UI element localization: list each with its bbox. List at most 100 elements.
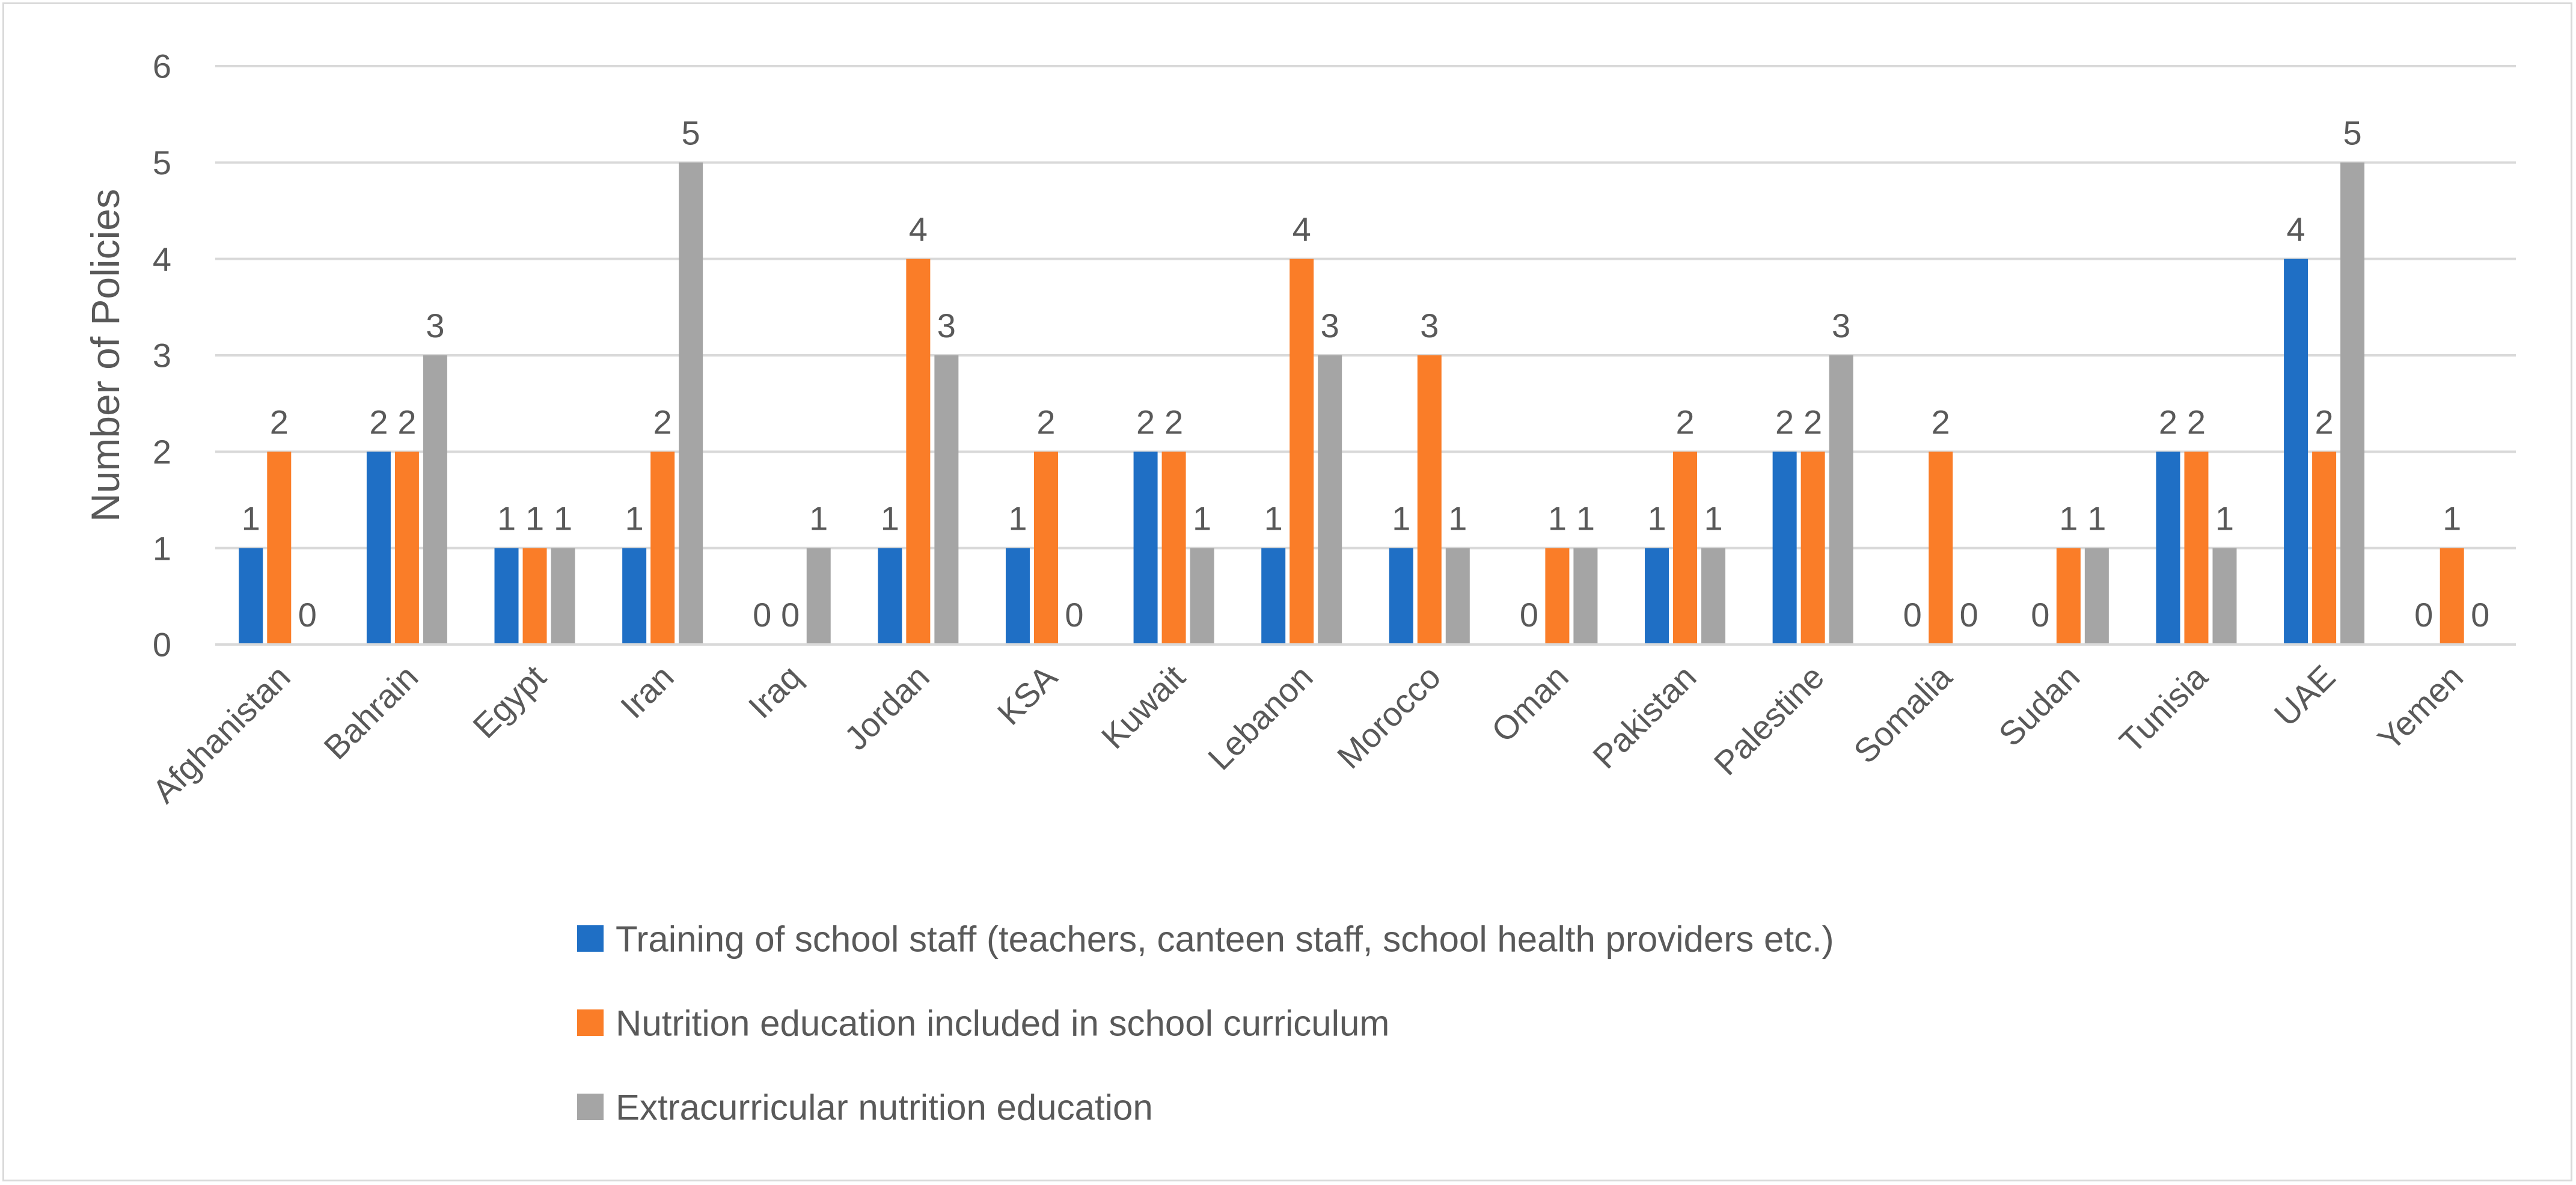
bar-egypt-series-2: [522, 548, 547, 645]
bar-pakistan-series-2: [1673, 452, 1698, 645]
data-label: 2: [369, 403, 388, 441]
data-label: 0: [781, 596, 800, 634]
data-label: 3: [1321, 307, 1339, 344]
bar-tunisia-series-3: [2212, 548, 2237, 645]
data-label: 2: [1675, 403, 1694, 441]
bar-pakistan-series-3: [1701, 548, 1726, 645]
bar-lebanon-series-1: [1261, 548, 1286, 645]
bar-uae-series-3: [2340, 162, 2365, 645]
data-label: 1: [1704, 500, 1722, 537]
data-label: 2: [1136, 403, 1155, 441]
bar-jordan-series-2: [906, 259, 931, 645]
data-label: 4: [909, 210, 928, 248]
category-label: Sudan: [1991, 658, 2087, 753]
bar-uae-series-2: [2312, 452, 2337, 645]
data-label: 1: [525, 500, 544, 537]
data-label: 1: [554, 500, 572, 537]
bar-morocco-series-2: [1417, 355, 1442, 645]
data-label: 1: [625, 500, 644, 537]
bar-bahrain-series-2: [394, 452, 419, 645]
data-label: 2: [2315, 403, 2334, 441]
bar-oman-series-3: [1573, 548, 1598, 645]
gridlines: [215, 65, 2516, 550]
data-label: 0: [2031, 596, 2049, 634]
data-label: 1: [497, 500, 516, 537]
category-label: Morocco: [1330, 658, 1448, 776]
bar-ksa-series-1: [1005, 548, 1030, 645]
category-label: Tunisia: [2112, 657, 2215, 760]
data-label: 1: [2215, 500, 2234, 537]
category-label: UAE: [2267, 658, 2343, 733]
data-label: 2: [1036, 403, 1055, 441]
data-label: 1: [1392, 500, 1410, 537]
data-label: 0: [2414, 596, 2433, 634]
bar-jordan-series-1: [878, 548, 902, 645]
data-label: 0: [753, 596, 771, 634]
bar-palestine-series-1: [1772, 452, 1797, 645]
bar-bahrain-series-3: [423, 355, 447, 645]
data-label: 1: [1264, 500, 1283, 537]
bar-kuwait-series-2: [1161, 452, 1186, 645]
data-label: 1: [2087, 500, 2106, 537]
data-label: 3: [937, 307, 956, 344]
data-label: 1: [1448, 500, 1467, 537]
legend-label-1: Training of school staff (teachers, cant…: [616, 919, 1834, 959]
category-label: Iran: [613, 658, 681, 726]
data-label: 0: [1065, 596, 1083, 634]
data-label: 0: [298, 596, 317, 634]
data-label: 1: [1193, 500, 1211, 537]
category-label: Iraq: [741, 658, 809, 726]
data-label: 2: [1804, 403, 1822, 441]
bar-pakistan-series-1: [1645, 548, 1669, 645]
legend-swatch-3: [577, 1094, 604, 1120]
data-label: 0: [1960, 596, 1978, 634]
category-label: Palestine: [1707, 658, 1831, 782]
category-label: Lebanon: [1201, 658, 1320, 777]
data-label: 0: [1520, 596, 1538, 634]
data-label: 2: [1164, 403, 1183, 441]
bar-bahrain-series-1: [366, 452, 391, 645]
bar-kuwait-series-1: [1133, 452, 1158, 645]
y-tick-label: 0: [153, 626, 171, 664]
legend-label-3: Extracurricular nutrition education: [616, 1087, 1153, 1127]
bars: [239, 162, 2464, 645]
bar-iran-series-2: [650, 452, 675, 645]
data-label: 2: [2159, 403, 2177, 441]
bar-tunisia-series-2: [2184, 452, 2209, 645]
data-label: 3: [1832, 307, 1850, 344]
category-label: Kuwait: [1094, 658, 1193, 756]
bar-lebanon-series-2: [1290, 259, 1314, 645]
bar-iraq-series-3: [806, 548, 831, 645]
data-label: 0: [1903, 596, 1922, 634]
category-label: Afghanistan: [145, 658, 298, 810]
bar-morocco-series-1: [1389, 548, 1413, 645]
data-label: 2: [270, 403, 289, 441]
category-label: Pakistan: [1585, 658, 1703, 776]
data-label: 2: [653, 403, 672, 441]
data-label: 1: [2443, 500, 2461, 537]
bar-ksa-series-2: [1033, 452, 1058, 645]
y-tick-label: 6: [153, 47, 171, 85]
category-label: Oman: [1484, 658, 1576, 749]
bar-palestine-series-2: [1800, 452, 1825, 645]
category-label: Somalia: [1846, 657, 1959, 770]
data-label: 2: [397, 403, 416, 441]
legend-swatch-2: [577, 1009, 604, 1036]
bar-afghanistan-series-1: [239, 548, 263, 645]
category-label: Bahrain: [316, 658, 425, 767]
bar-egypt-series-3: [551, 548, 575, 645]
data-label: 2: [2187, 403, 2206, 441]
data-label: 1: [1008, 500, 1027, 537]
data-label: 1: [242, 500, 260, 537]
bar-afghanistan-series-2: [267, 452, 292, 645]
y-tick-label: 2: [153, 433, 171, 471]
y-tick-label: 4: [153, 240, 171, 278]
bar-morocco-series-3: [1445, 548, 1470, 645]
data-label: 1: [2059, 500, 2078, 537]
data-label: 5: [2343, 114, 2362, 152]
bar-sudan-series-2: [2056, 548, 2081, 645]
legend-swatch-1: [577, 925, 604, 952]
data-label: 3: [1420, 307, 1439, 344]
y-axis-title: Number of Policies: [83, 189, 127, 522]
